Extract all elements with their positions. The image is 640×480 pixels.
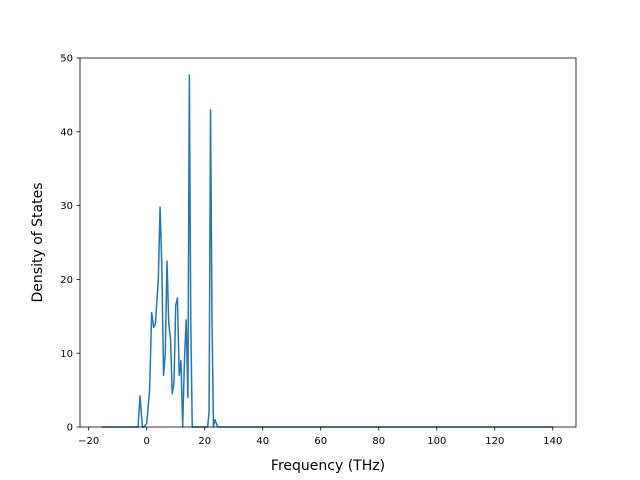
x-tick-label: 140 xyxy=(543,436,562,447)
x-axis-ticks: −20 0 20 40 60 80 100 120 140 xyxy=(78,427,562,447)
x-tick-label: 120 xyxy=(485,436,504,447)
y-tick-label: 10 xyxy=(60,349,73,360)
plot-frame xyxy=(79,57,577,428)
y-tick-label: 50 xyxy=(60,54,73,65)
y-tick-label: 40 xyxy=(60,127,73,138)
x-tick-label: 80 xyxy=(372,436,385,447)
x-tick-label: 0 xyxy=(144,436,150,447)
plot-area xyxy=(80,58,576,427)
y-tick-label: 0 xyxy=(67,423,73,434)
y-axis-ticks: 0 10 20 30 40 50 xyxy=(60,54,80,434)
y-axis-label: Density of States xyxy=(30,183,46,303)
x-axis-label: Frequency (THz) xyxy=(271,458,385,474)
series-line-0 xyxy=(101,74,553,428)
x-tick-label: 100 xyxy=(427,436,446,447)
y-tick-label: 20 xyxy=(60,275,73,286)
series-layer xyxy=(101,74,553,428)
x-tick-label: −20 xyxy=(78,436,99,447)
x-tick-label: 40 xyxy=(256,436,269,447)
y-tick-label: 30 xyxy=(60,201,73,212)
x-tick-label: 60 xyxy=(314,436,327,447)
x-tick-label: 20 xyxy=(198,436,211,447)
